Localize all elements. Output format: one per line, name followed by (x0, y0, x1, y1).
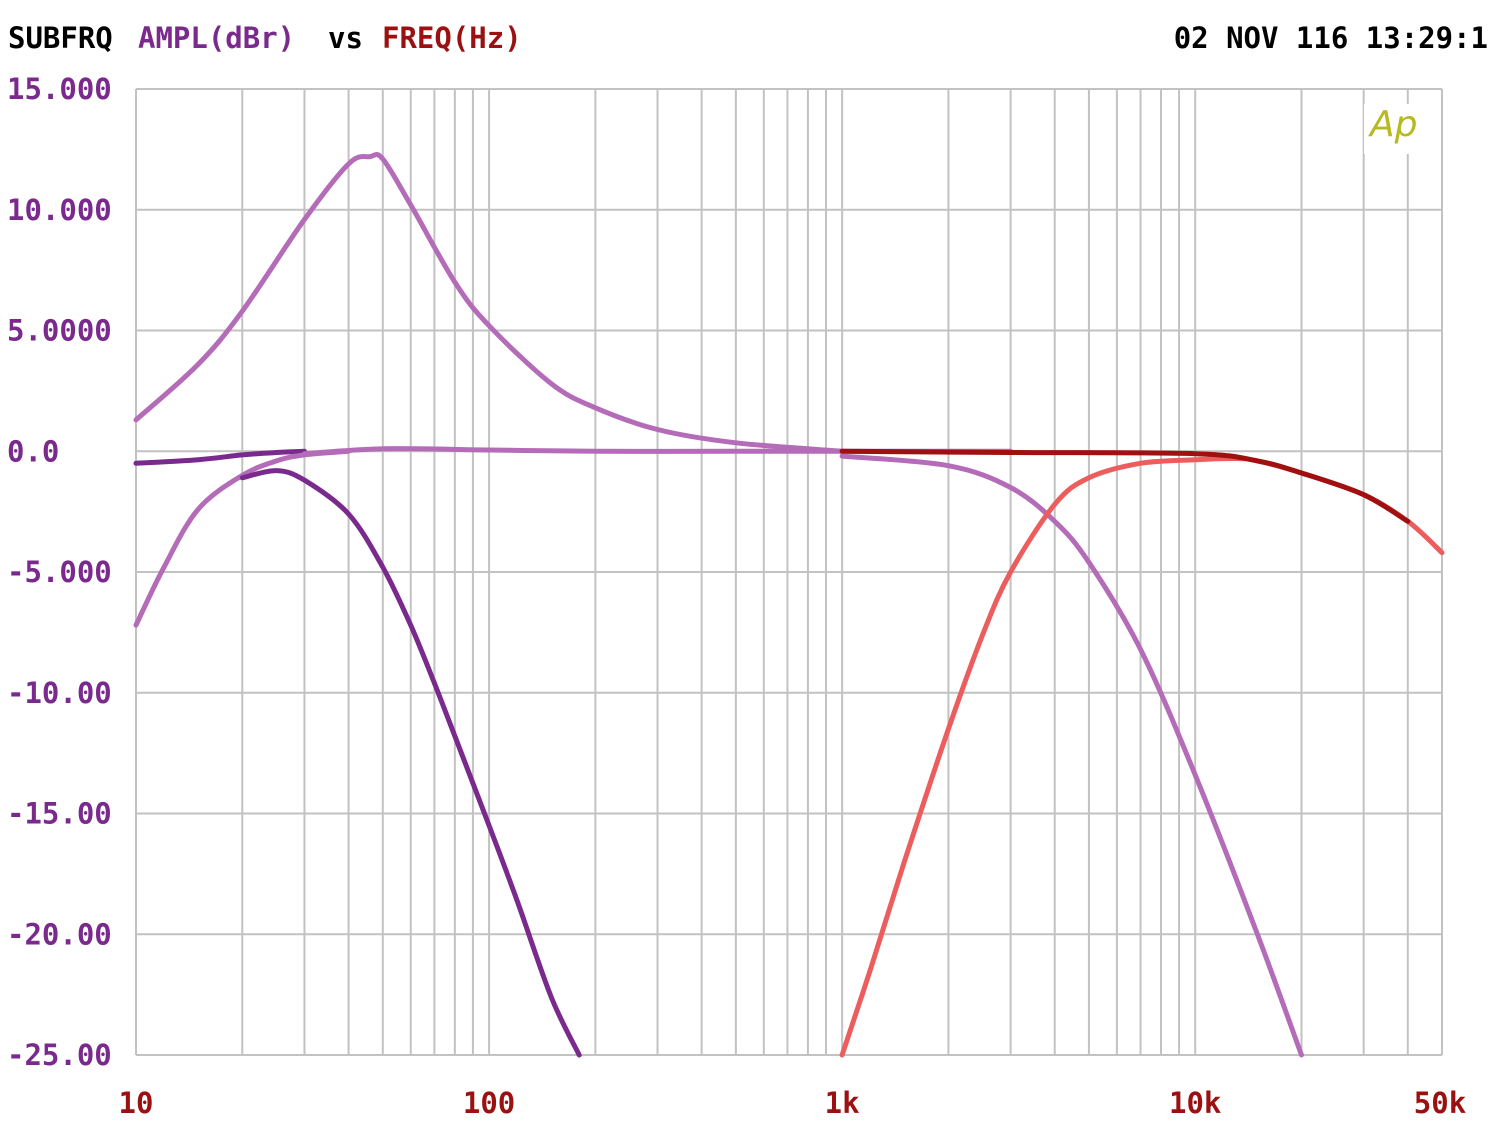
x-axis-ticks: 10 100 1k 10k 50k (119, 1086, 1467, 1120)
y-tick-label: -10.00 (7, 676, 112, 710)
series-line-1 (133, 152, 845, 454)
header-vs: vs (328, 21, 363, 55)
x-tick-label: 1k (825, 1086, 860, 1120)
series-line-2 (133, 448, 307, 466)
series-line-5 (239, 468, 582, 1058)
y-tick-label: 10.000 (7, 193, 112, 227)
header-timestamp: 02 NOV 116 13:29:1 (1174, 21, 1488, 55)
series-lines (133, 152, 1445, 1058)
header-name: SUBFRQ (8, 21, 113, 55)
series-line-7 (839, 455, 1445, 1058)
x-tick-label: 100 (463, 1086, 515, 1120)
y-axis-ticks: 15.000 10.000 5.0000 0.0 -5.000 -10.00 -15.00 -… (7, 72, 112, 1072)
grid (135, 88, 1443, 1056)
y-tick-label: -20.00 (7, 917, 112, 951)
series-line-6 (839, 453, 1304, 1058)
x-tick-label: 10 (119, 1086, 154, 1120)
logo-backdrop (1364, 104, 1424, 154)
ap-logo: Ap (1368, 104, 1417, 145)
x-tick-label: 10k (1169, 1086, 1221, 1120)
y-tick-label: -15.00 (7, 797, 112, 831)
header-x-quantity: FREQ(Hz) (382, 21, 522, 55)
y-tick-label: 5.0000 (7, 314, 112, 348)
y-tick-label: -25.00 (7, 1038, 112, 1072)
x-tick-label: 50k (1414, 1086, 1466, 1120)
y-tick-label: -5.000 (7, 555, 112, 589)
header-y-quantity: AMPL(dBr) (138, 21, 295, 55)
y-tick-label: 0.0 (7, 434, 59, 468)
y-tick-label: 15.000 (7, 72, 112, 106)
series-line-8 (839, 448, 1411, 524)
